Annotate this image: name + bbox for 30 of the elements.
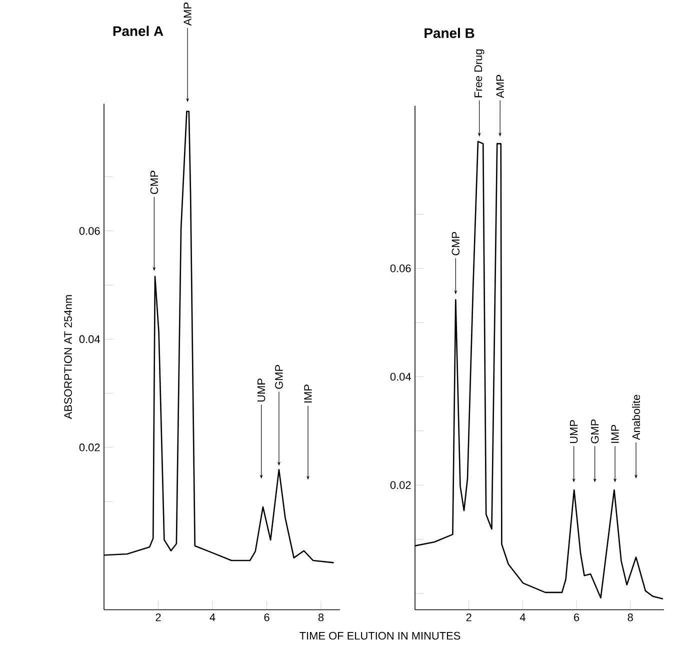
annotation: Anabolite xyxy=(632,394,640,440)
chart-title: Panel A xyxy=(113,26,164,36)
y-axis-title: ABSORPTION AT 254nm xyxy=(64,295,72,420)
annotation: GMP xyxy=(275,365,283,389)
annotation: CMP xyxy=(452,232,460,256)
x-tick-label: 6 xyxy=(574,614,580,622)
y-tick-label: 0.04 xyxy=(390,372,411,381)
annotation: IMP xyxy=(304,384,312,403)
chart-title: Panel B xyxy=(424,28,474,38)
annotation: UMP xyxy=(258,378,266,402)
annotation: Free Drug xyxy=(474,50,484,98)
x-tick-label: 4 xyxy=(520,614,526,622)
annotation: CMP xyxy=(150,170,158,194)
y-tick-label: 0.04 xyxy=(79,335,100,344)
x-tick-label: 8 xyxy=(628,614,633,622)
x-tick-label: 2 xyxy=(466,614,472,622)
annotation: AMP xyxy=(184,2,192,26)
annotation: AMP xyxy=(496,75,504,98)
annotation: IMP xyxy=(611,425,619,443)
x-tick-label: 2 xyxy=(156,614,161,622)
x-tick-label: 4 xyxy=(210,614,216,622)
y-tick-label: 0.06 xyxy=(390,264,411,272)
x-tick-label: 6 xyxy=(264,614,270,622)
annotation: UMP xyxy=(570,420,578,444)
y-tick-label: 0.06 xyxy=(79,227,100,235)
y-tick-label: 0.02 xyxy=(390,481,411,490)
annotation: GMP xyxy=(590,420,599,444)
x-axis-title: TIME OF ELUTION IN MINUTES xyxy=(300,632,460,640)
y-tick-label: 0.02 xyxy=(79,444,100,452)
x-tick-label: 8 xyxy=(318,614,324,622)
